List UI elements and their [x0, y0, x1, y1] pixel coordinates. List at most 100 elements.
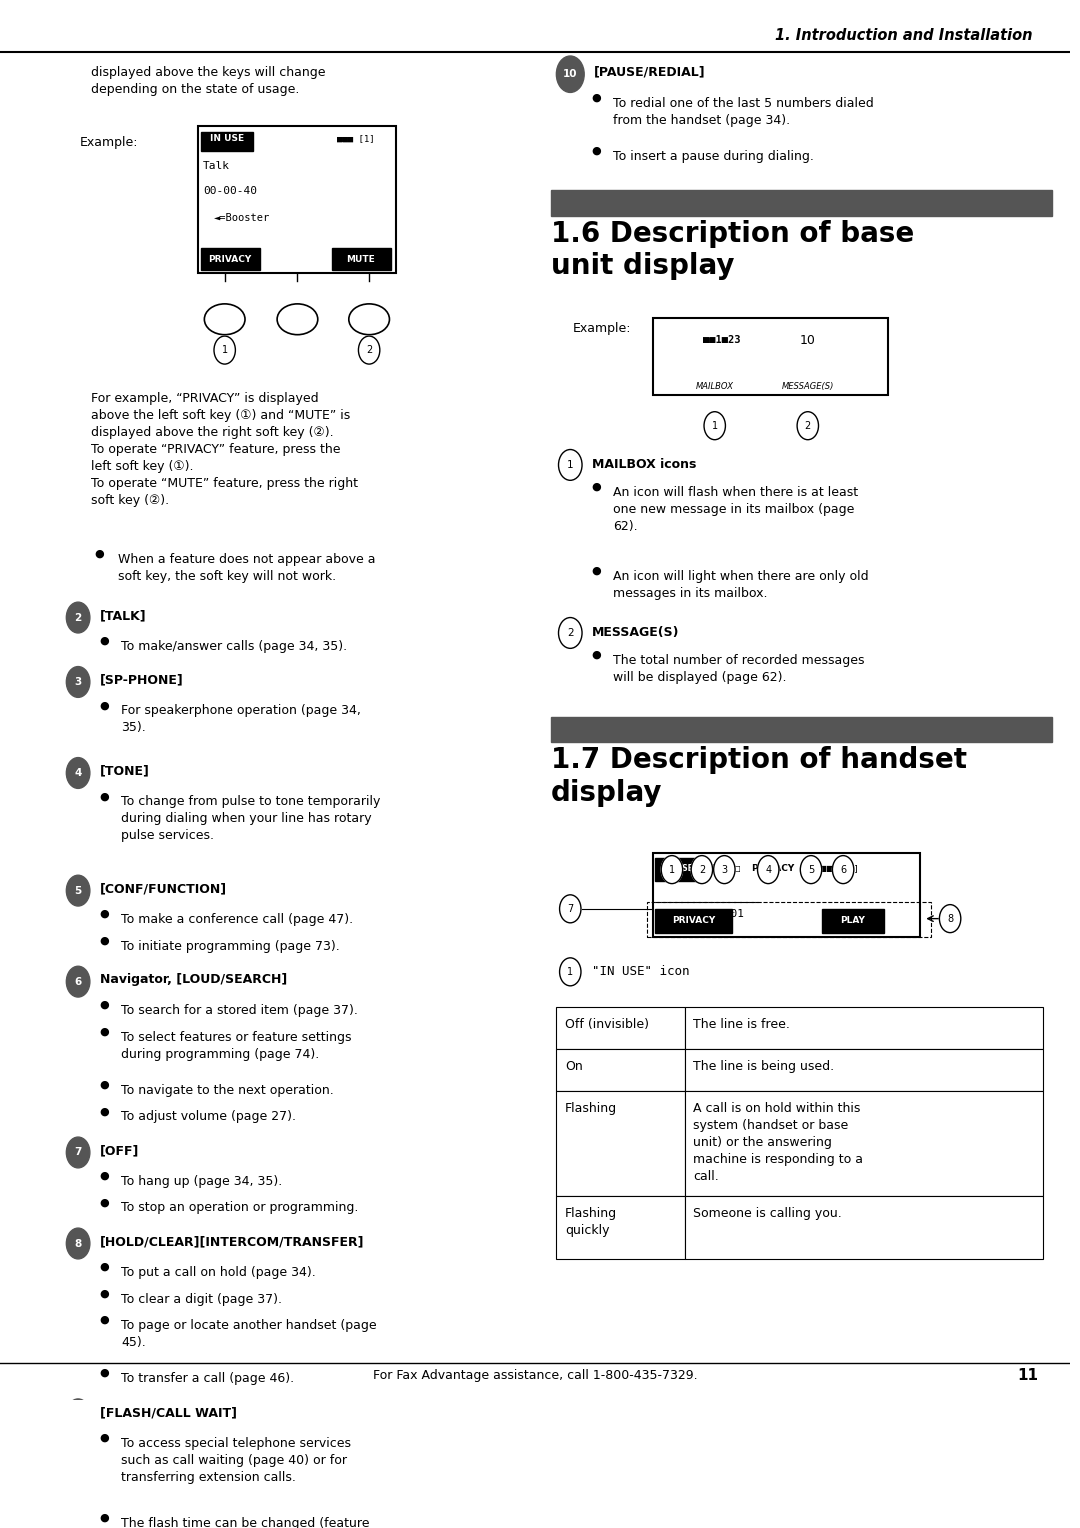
- Text: ●: ●: [99, 935, 109, 946]
- Text: ◄=Booster: ◄=Booster: [214, 212, 270, 223]
- Circle shape: [66, 666, 90, 697]
- Text: The total number of recorded messages
will be displayed (page 62).: The total number of recorded messages wi…: [613, 654, 865, 685]
- Text: The line is being used.: The line is being used.: [693, 1060, 835, 1073]
- Text: ●: ●: [99, 999, 109, 1010]
- Text: 5: 5: [808, 865, 814, 874]
- Bar: [551, 717, 1052, 743]
- Text: [PAUSE/REDIAL]: [PAUSE/REDIAL]: [594, 66, 705, 79]
- Text: ●: ●: [99, 636, 109, 646]
- Text: "IN USE" icon: "IN USE" icon: [592, 964, 689, 978]
- Text: To search for a stored item (page 37).: To search for a stored item (page 37).: [121, 1004, 357, 1018]
- Text: 5: 5: [75, 886, 82, 895]
- Text: ●: ●: [99, 1080, 109, 1089]
- Text: 1. Introduction and Installation: 1. Introduction and Installation: [775, 28, 1032, 43]
- Text: Example:: Example:: [572, 322, 631, 335]
- Ellipse shape: [278, 304, 318, 335]
- Circle shape: [757, 856, 779, 883]
- Text: ●: ●: [99, 1433, 109, 1442]
- Bar: [332, 248, 391, 270]
- Text: ●: ●: [591, 481, 600, 492]
- Text: [TONE]: [TONE]: [99, 764, 149, 778]
- Text: MUTE: MUTE: [347, 255, 375, 263]
- Bar: [647, 902, 931, 937]
- Text: On: On: [565, 1060, 583, 1073]
- Bar: [201, 248, 260, 270]
- Text: 6: 6: [840, 865, 846, 874]
- Text: □□: □□: [726, 863, 741, 872]
- Text: 2: 2: [75, 613, 82, 622]
- Text: ●: ●: [99, 1027, 109, 1036]
- Text: 7: 7: [75, 1148, 82, 1158]
- Text: When a feature does not appear above a
soft key, the soft key will not work.: When a feature does not appear above a s…: [118, 553, 375, 584]
- Ellipse shape: [204, 304, 245, 335]
- Text: Flashing
quickly: Flashing quickly: [565, 1207, 617, 1238]
- Text: 8: 8: [947, 914, 953, 923]
- Circle shape: [359, 336, 380, 364]
- Text: The line is free.: The line is free.: [693, 1018, 791, 1031]
- Text: The flash time can be changed (feature
#72 on page 72, or page 75).: The flash time can be changed (feature #…: [121, 1517, 369, 1528]
- Text: [1]: [1]: [846, 863, 858, 872]
- Text: To hang up (page 34, 35).: To hang up (page 34, 35).: [121, 1175, 282, 1187]
- Text: To access special telephone services
such as call waiting (page 40) or for
trans: To access special telephone services suc…: [121, 1436, 351, 1484]
- Text: PRIVACY: PRIVACY: [751, 863, 795, 872]
- Bar: [198, 125, 396, 274]
- Text: IN USE: IN USE: [664, 863, 692, 872]
- Text: IN USE: IN USE: [210, 134, 244, 144]
- Text: To transfer a call (page 46).: To transfer a call (page 46).: [121, 1372, 294, 1386]
- Text: An icon will flash when there is at least
one new message in its mailbox (page
6: An icon will flash when there is at leas…: [613, 486, 859, 533]
- Text: [OFF]: [OFF]: [99, 1144, 139, 1157]
- Text: To stop an operation or programming.: To stop an operation or programming.: [121, 1201, 359, 1215]
- Bar: [685, 1196, 1043, 1259]
- Text: To navigate to the next operation.: To navigate to the next operation.: [121, 1083, 334, 1097]
- Bar: [556, 1048, 685, 1091]
- Text: 1: 1: [567, 460, 573, 471]
- Bar: [654, 909, 732, 932]
- Text: 6: 6: [75, 976, 82, 987]
- Circle shape: [66, 1400, 90, 1430]
- Text: 3: 3: [75, 677, 82, 688]
- Text: To adjust volume (page 27).: To adjust volume (page 27).: [121, 1111, 296, 1123]
- Text: ●: ●: [591, 145, 600, 156]
- Text: ●: ●: [95, 549, 105, 559]
- Text: 2: 2: [366, 345, 373, 354]
- Text: 1: 1: [567, 967, 573, 976]
- Text: Someone is calling you.: Someone is calling you.: [693, 1207, 842, 1219]
- Text: SP: SP: [706, 863, 719, 872]
- Circle shape: [66, 602, 90, 633]
- Text: 3: 3: [721, 865, 728, 874]
- Circle shape: [833, 856, 854, 883]
- Text: Navigator, [LOUD/SEARCH]: Navigator, [LOUD/SEARCH]: [99, 973, 287, 986]
- Text: To clear a digit (page 37).: To clear a digit (page 37).: [121, 1293, 282, 1305]
- Circle shape: [940, 905, 961, 932]
- Circle shape: [214, 336, 235, 364]
- Bar: [685, 1091, 1043, 1196]
- Text: [HOLD/CLEAR][INTERCOM/TRANSFER]: [HOLD/CLEAR][INTERCOM/TRANSFER]: [99, 1235, 364, 1248]
- Text: ●: ●: [99, 909, 109, 918]
- Text: 8: 8: [947, 914, 954, 923]
- Text: 1: 1: [712, 420, 718, 431]
- Text: MESSAGE(S): MESSAGE(S): [782, 382, 834, 391]
- Text: 11: 11: [1017, 1368, 1038, 1383]
- Text: [TALK]: [TALK]: [99, 610, 146, 622]
- Text: [CONF/FUNCTION]: [CONF/FUNCTION]: [99, 882, 227, 895]
- Text: To insert a pause during dialing.: To insert a pause during dialing.: [613, 150, 814, 163]
- Circle shape: [704, 411, 726, 440]
- Text: 9: 9: [75, 1409, 82, 1420]
- Text: For Fax Advantage assistance, call 1-800-435-7329.: For Fax Advantage assistance, call 1-800…: [373, 1369, 698, 1381]
- Text: ●: ●: [99, 1513, 109, 1522]
- Text: 8: 8: [75, 1239, 82, 1248]
- Circle shape: [691, 856, 713, 883]
- Bar: [556, 1196, 685, 1259]
- Text: Talk: Talk: [203, 160, 230, 171]
- Circle shape: [66, 966, 90, 998]
- Circle shape: [556, 57, 584, 92]
- Text: Example:: Example:: [80, 136, 138, 148]
- Text: ●: ●: [99, 792, 109, 801]
- Text: ●: ●: [99, 1316, 109, 1325]
- Text: [SP-PHONE]: [SP-PHONE]: [99, 674, 184, 686]
- Text: 4: 4: [765, 865, 771, 874]
- Circle shape: [559, 958, 581, 986]
- Text: ●: ●: [99, 1288, 109, 1299]
- Bar: [551, 191, 1052, 215]
- Text: ●: ●: [99, 1170, 109, 1181]
